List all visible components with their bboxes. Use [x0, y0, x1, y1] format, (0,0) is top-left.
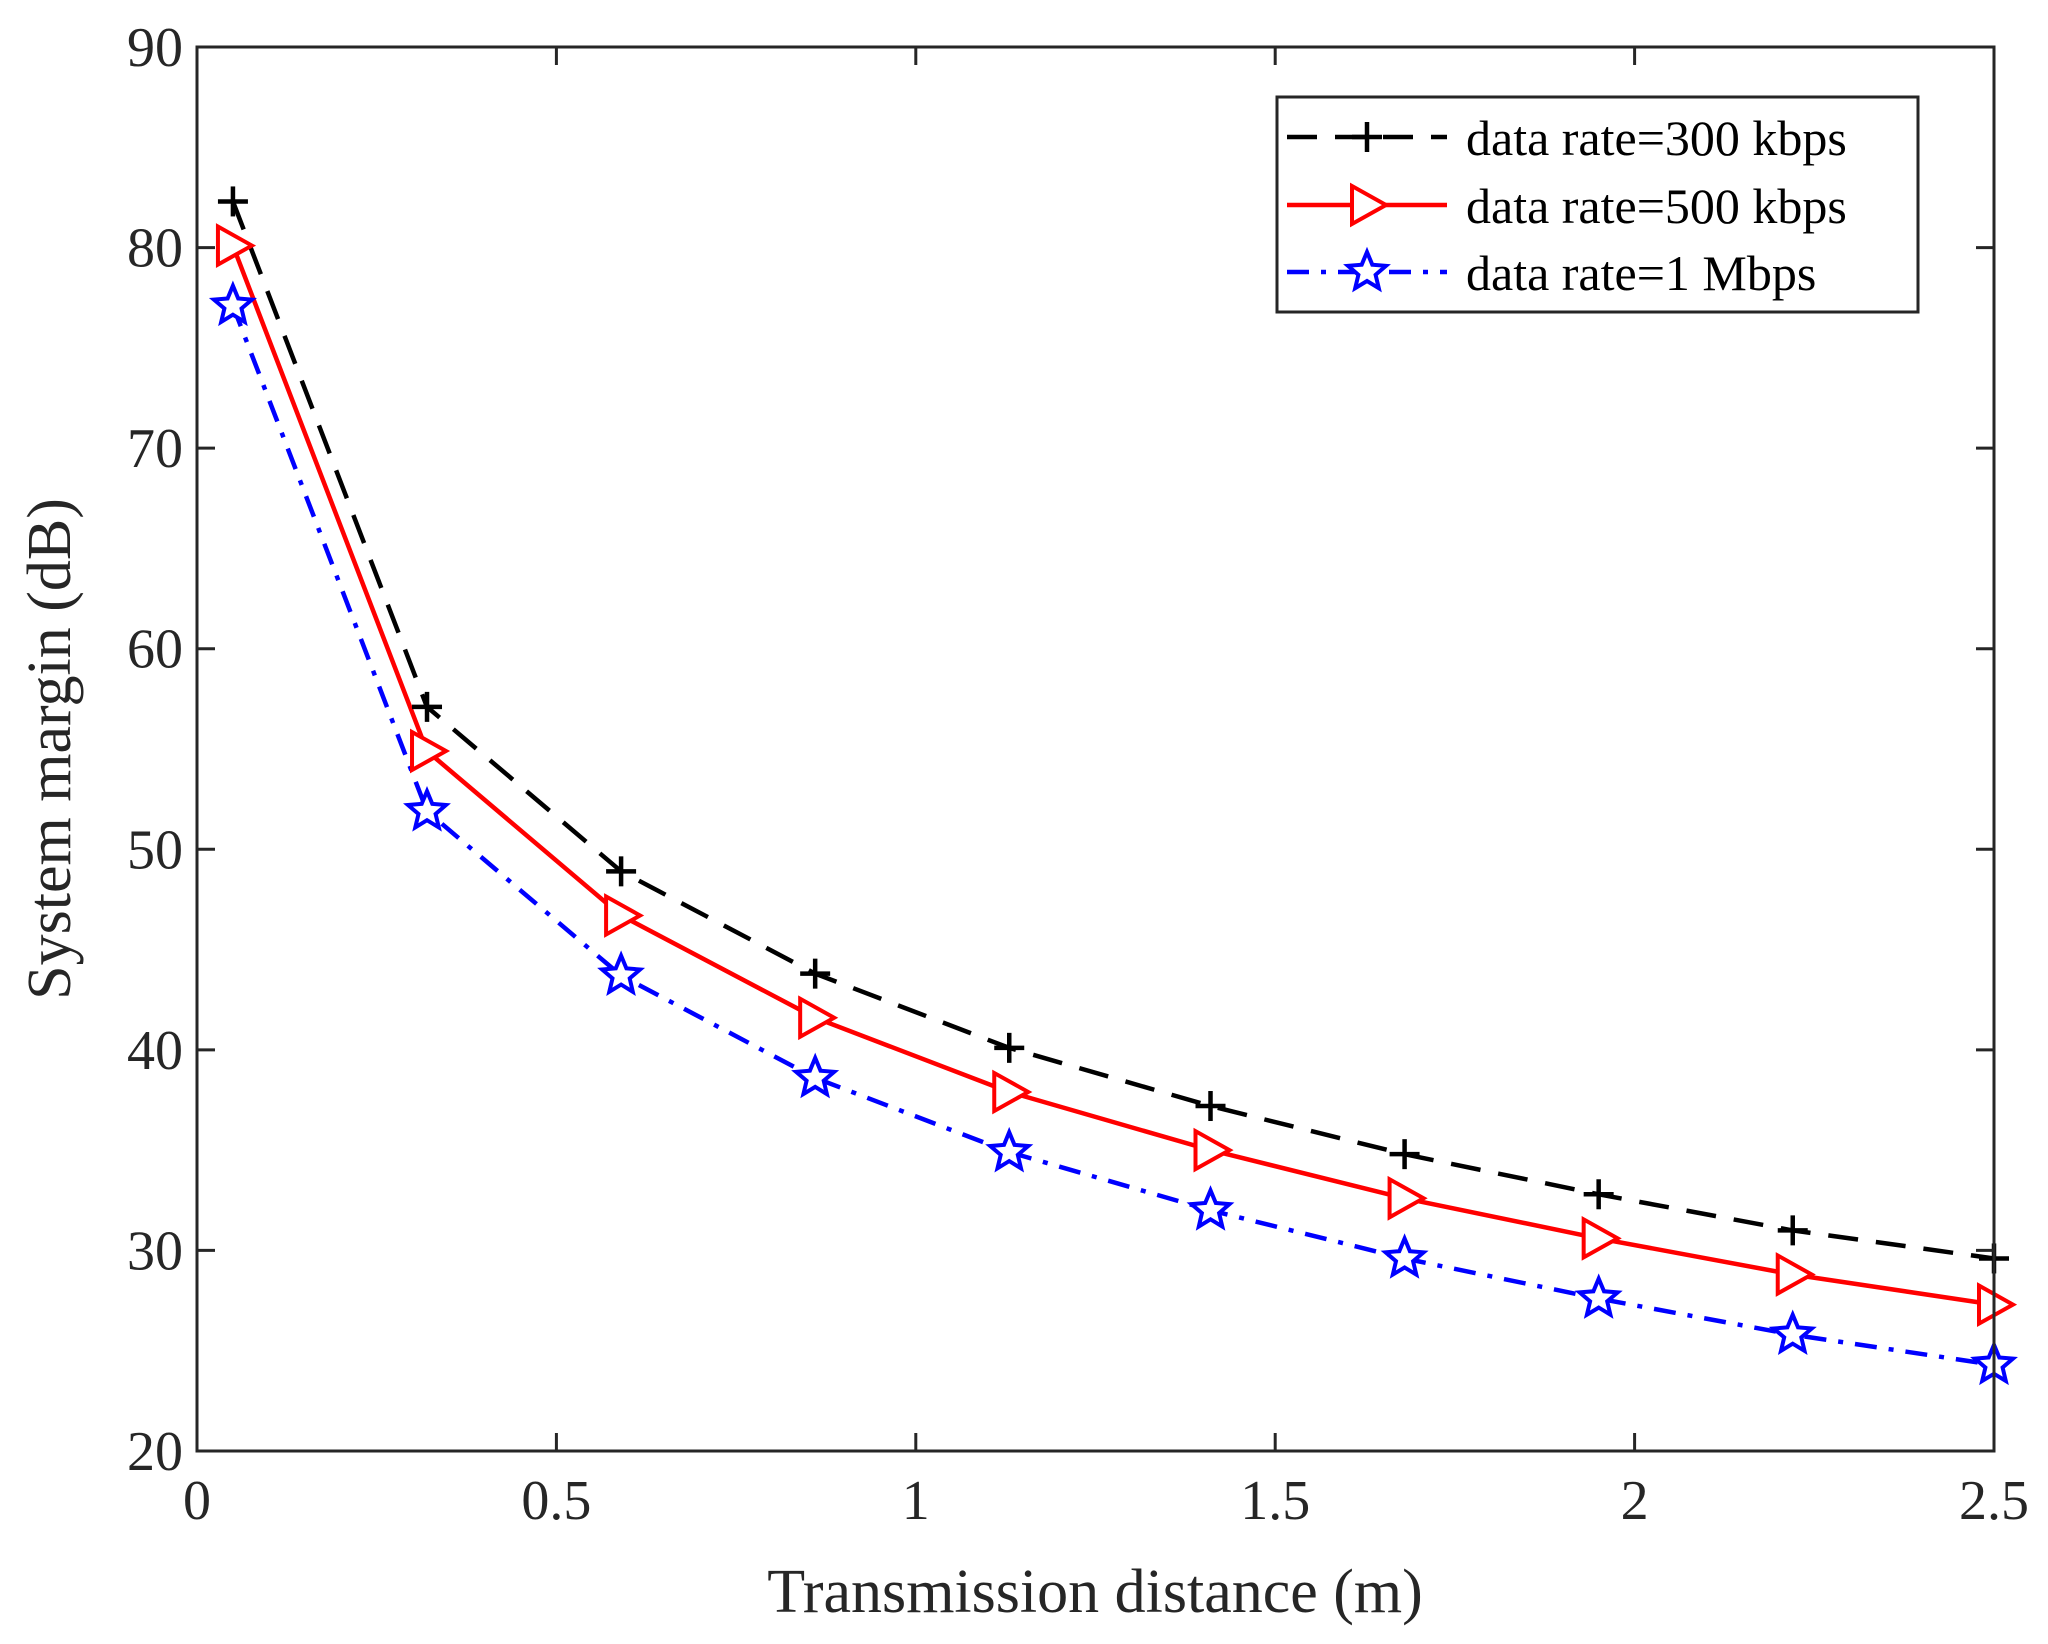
series-1-point: [1389, 1139, 1420, 1170]
series-2-point: [992, 1069, 1033, 1115]
legend-label-500kbps: data rate=500 kbps: [1466, 178, 1847, 234]
series-1-point: [1195, 1091, 1226, 1122]
series-1-point: [1777, 1215, 1808, 1246]
series-1-point: [994, 1032, 1025, 1063]
legend-marker-1: [1352, 122, 1382, 152]
series-3-point: [208, 280, 257, 327]
series-2-point: [410, 728, 451, 774]
x-tick-label: 1: [902, 1470, 930, 1532]
series-line-3: [230, 304, 1995, 1368]
plot-area-box: [195, 45, 1996, 1453]
plot-markers: [208, 186, 2018, 1386]
y-tick-label: 80: [127, 218, 183, 280]
series-2-point: [1387, 1175, 1428, 1221]
series-3-point: [1768, 1309, 1817, 1355]
y-tick-label: 60: [127, 619, 183, 681]
series-3-point: [1574, 1273, 1623, 1319]
series-3-point: [985, 1126, 1034, 1173]
series-3-point: [1380, 1233, 1429, 1279]
y-tick-label: 20: [127, 1421, 183, 1483]
series-2-point: [1977, 1282, 2018, 1327]
y-tick-label: 70: [127, 418, 183, 480]
y-tick-label: 90: [127, 17, 183, 79]
y-tick-label: 50: [127, 819, 183, 881]
series-1-point: [606, 856, 637, 887]
series-3-point: [597, 950, 646, 997]
legend-label-1mbps: data rate=1 Mbps: [1466, 245, 1816, 301]
series-1-point: [217, 186, 248, 217]
series-2-point: [604, 893, 645, 938]
series-line-1: [230, 200, 1995, 1261]
y-axis: 20 30 40 50 60 70 80 90: [127, 17, 1994, 1483]
x-tick-label: 1.5: [1240, 1470, 1310, 1532]
x-axis-title: Transmission distance (m): [767, 1558, 1423, 1626]
series-2-point: [215, 223, 257, 268]
series-2-point: [1775, 1252, 1816, 1297]
y-tick-label: 30: [127, 1220, 183, 1282]
legend-samples: [1287, 122, 1447, 293]
series-1-point: [412, 691, 443, 722]
x-tick-label: 2.5: [1959, 1470, 2029, 1532]
series-2-point: [1581, 1215, 1622, 1261]
series-2-point: [798, 995, 839, 1041]
series-2-point: [1193, 1127, 1234, 1173]
y-axis-title: System margin (dB): [16, 498, 84, 1000]
x-tick-label: 2: [1621, 1470, 1649, 1532]
plot-lines: [230, 200, 1995, 1368]
x-tick-label: 0: [183, 1470, 211, 1532]
legend-label-300kbps: data rate=300 kbps: [1466, 110, 1847, 166]
x-axis: 0 0.5 1 1.5 2 2.5: [183, 47, 2029, 1532]
series-3-point: [791, 1052, 840, 1099]
series-1-point: [800, 958, 831, 989]
x-tick-label: 0.5: [521, 1470, 591, 1532]
series-line-2: [230, 244, 1995, 1307]
legend-marker-3: [1343, 246, 1391, 293]
series-1-point: [1583, 1179, 1614, 1210]
series-3-point: [403, 786, 451, 832]
y-tick-label: 40: [127, 1020, 183, 1082]
legend: data rate=300 kbps data rate=500 kbps da…: [1275, 95, 1920, 314]
legend-marker-2: [1350, 182, 1391, 228]
series-3-point: [1186, 1185, 1235, 1231]
